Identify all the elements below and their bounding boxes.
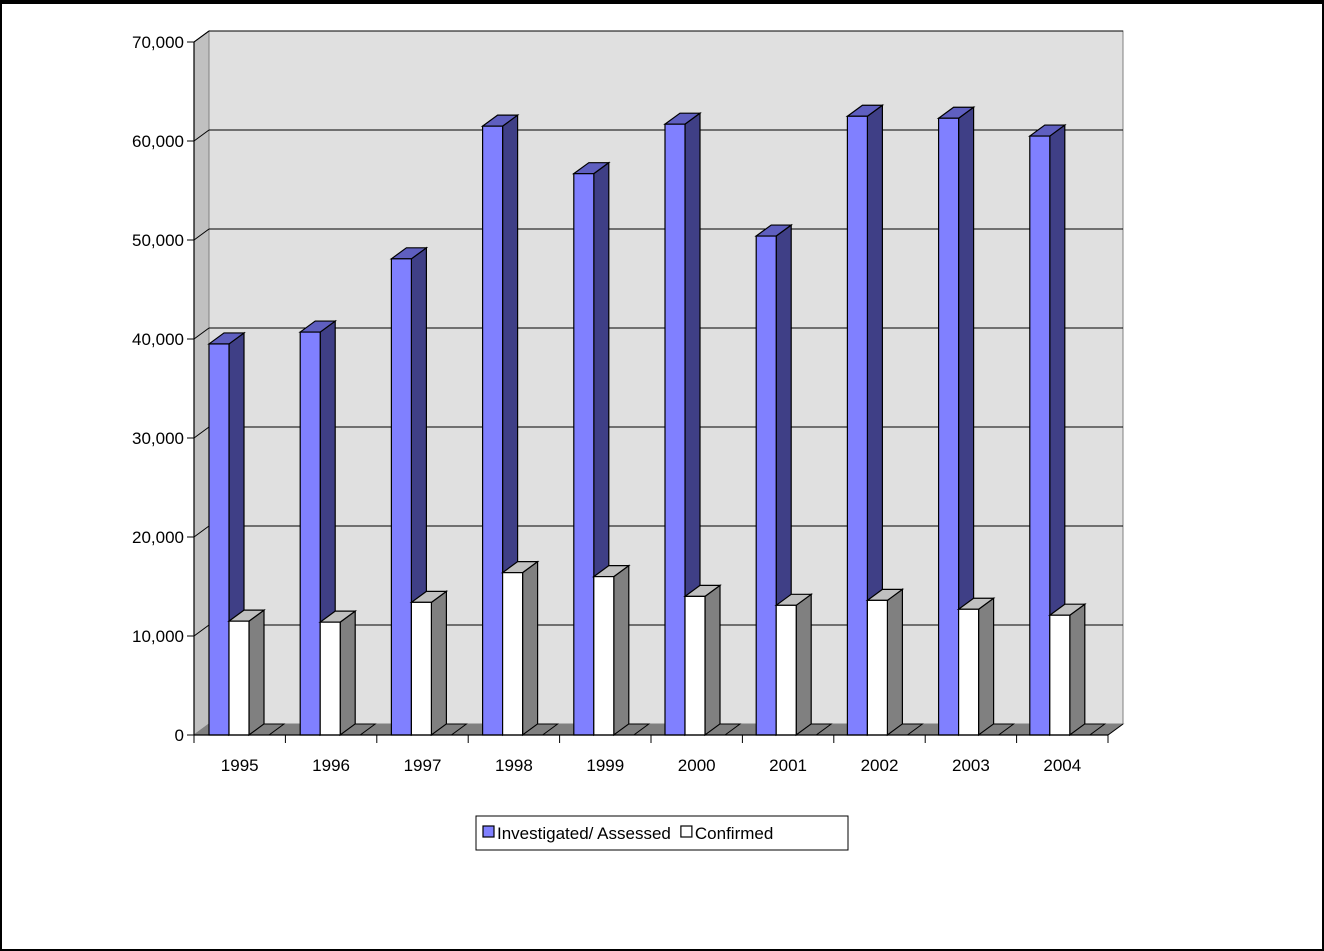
bar-confirmed [591,564,631,737]
bar-confirmed [956,597,996,737]
bar-front [866,599,889,736]
bar-front [208,343,230,736]
bar-front [573,173,595,736]
bar-front [775,604,797,736]
bar-front [299,331,321,736]
chart-frame-top-border [0,0,1324,4]
y-tick-label: 10,000 [132,627,184,646]
x-tick-label: 2000 [678,756,716,775]
legend: Investigated/ Assessed Confirmed [475,815,849,851]
y-axis-top-edge [193,30,210,43]
y-tick-labels: 0 10,000 20,000 30,000 40,000 50,000 60,000 70,… [132,33,184,745]
bar-front [937,117,960,736]
bar-side [613,564,630,737]
bar-side [1069,603,1086,737]
x-axis-end-edge [1107,723,1124,736]
x-tick-label: 2001 [769,756,807,775]
x-tick-label: 1996 [312,756,350,775]
x-tick-label: 1995 [221,756,259,775]
bar-front [228,620,250,736]
bar-confirmed [774,593,814,737]
bar-front [1049,614,1071,736]
bar-side [521,560,539,737]
bar-confirmed [318,609,358,737]
y-tick-label: 30,000 [132,429,184,448]
x-tick-label: 2004 [1043,756,1081,775]
bar-front [319,621,341,736]
bar-confirmed [683,584,722,737]
bar-front [482,125,504,736]
gridline-side [193,129,210,142]
bar-confirmed [500,560,540,737]
bar-side [704,584,721,737]
y-tick-label: 0 [175,726,184,745]
bar-confirmed [227,608,266,737]
legend-swatch [680,825,693,838]
x-tick-label: 2003 [952,756,990,775]
side-wall [193,30,210,736]
legend-swatch [482,825,495,838]
bar-front [593,575,615,736]
bar-investigated [1027,123,1067,737]
bar-front [755,235,777,736]
y-tick-label: 20,000 [132,528,184,547]
bar-investigated [663,111,702,737]
bars [207,104,1107,737]
axes [187,30,1124,743]
bar-front [957,608,980,736]
x-tick-labels: 1995 1996 1997 1998 1999 2000 2001 2002 2003 2004 [221,756,1081,775]
bar-front [1029,135,1051,736]
gridline-side [193,426,210,439]
bar-side [339,609,356,737]
legend-box [475,815,849,851]
x-tick-label: 1998 [495,756,533,775]
x-tick-label: 1999 [586,756,624,775]
bar-front [684,595,706,736]
bar-side [886,588,904,737]
bar-front [390,258,412,736]
gridline-side [193,228,210,241]
y-tick-label: 50,000 [132,231,184,250]
bar-side [248,608,265,737]
bar-side [977,597,995,737]
gridline-side [193,525,210,538]
legend-label: Investigated/ Assessed [497,824,671,843]
y-tick-label: 70,000 [132,33,184,52]
bar-side [795,593,812,737]
bar-confirmed [865,588,905,737]
bar-front [846,115,869,736]
bar-front [664,123,686,736]
y-tick-label: 40,000 [132,330,184,349]
x-tick-label: 1997 [404,756,442,775]
bar-confirmed [409,590,449,737]
bar-front [410,601,432,736]
y-tick-label: 60,000 [132,132,184,151]
bar-front [502,572,524,736]
gridline-side [193,327,210,340]
bar-side [430,590,447,737]
bar-confirmed [1047,603,1087,737]
x-tick-label: 2002 [861,756,899,775]
legend-label: Confirmed [695,824,773,843]
bar-investigated [936,106,976,737]
gridline-side [193,624,210,637]
